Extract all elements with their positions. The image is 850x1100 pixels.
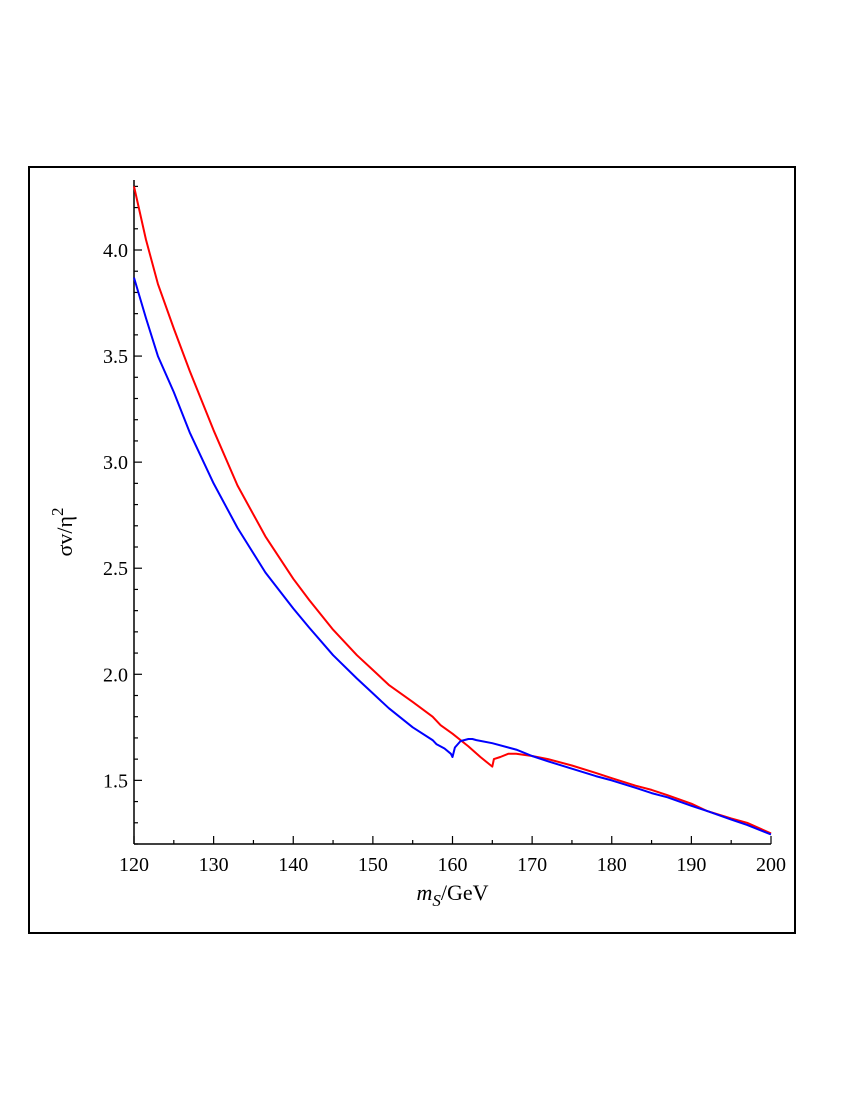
x-tick-label: 170 (517, 854, 547, 876)
x-tick-label: 130 (199, 854, 229, 876)
series-line-1 (133, 186, 772, 835)
x-tick-label: 120 (119, 854, 149, 876)
y-tick-label: 3.0 (103, 452, 128, 474)
y-axis-label-superscript: 2 (48, 508, 67, 517)
x-tick-label: 200 (756, 854, 786, 876)
y-tick-label: 2.0 (103, 664, 128, 686)
chart-series-layer (133, 186, 772, 836)
x-tick-label: 180 (597, 854, 627, 876)
y-tick-label: 1.5 (103, 770, 128, 792)
line-chart: 120 130 140 150 160 170 180 190 200 1.5 2.0 2.5 3.0 3… (48, 180, 786, 910)
x-tick-label: 150 (358, 854, 388, 876)
series-line-2 (133, 277, 772, 836)
y-axis-label-main: σv/η (52, 516, 77, 556)
x-tick-label: 140 (278, 854, 308, 876)
chart-axes: 120 130 140 150 160 170 180 190 200 1.5 2.0 2.5 3.0 3… (103, 180, 786, 876)
x-tick-label: 160 (438, 854, 468, 876)
x-axis-label: mS/GeV (416, 880, 488, 910)
y-tick-label: 4.0 (103, 240, 128, 262)
y-tick-label: 2.5 (103, 558, 128, 580)
x-axis-label-main: m (416, 880, 432, 905)
y-axis-label: σv/η2 (48, 508, 77, 557)
x-axis-label-unit: /GeV (441, 880, 489, 905)
y-tick-label: 3.5 (103, 346, 128, 368)
x-axis-label-subscript: S (432, 891, 441, 910)
chart-frame: 120 130 140 150 160 170 180 190 200 1.5 2.0 2.5 3.0 3… (28, 166, 796, 934)
x-tick-label: 190 (676, 854, 706, 876)
